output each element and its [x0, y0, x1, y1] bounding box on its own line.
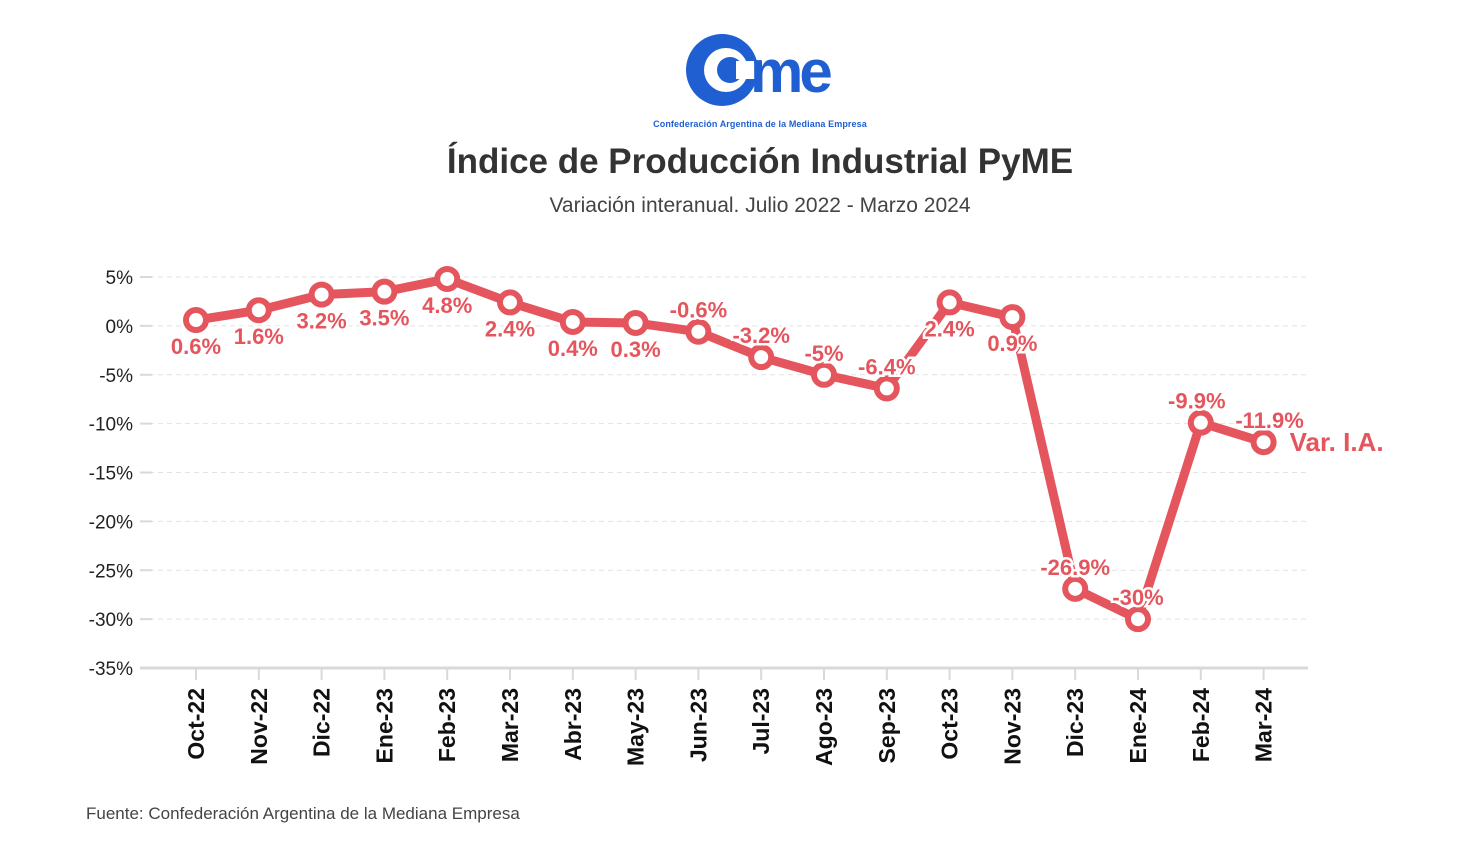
x-tick-label: Oct-22: [183, 688, 209, 760]
data-label: -26.9%: [1040, 555, 1110, 580]
data-point: [1062, 575, 1089, 602]
y-tick-label: 0%: [106, 317, 134, 338]
data-label: 3.2%: [297, 309, 347, 334]
data-point: [371, 278, 398, 305]
y-tick-label: -15%: [89, 464, 133, 485]
y-tick-label: -25%: [89, 561, 133, 582]
data-label: 2.4%: [925, 316, 975, 341]
y-tick-label: -5%: [99, 366, 133, 387]
data-point: [811, 361, 837, 388]
data-point: [685, 318, 712, 345]
x-tick-label: Sep-23: [874, 688, 900, 763]
data-label: 0.3%: [611, 337, 661, 362]
data-point: [559, 308, 586, 335]
data-label: 1.6%: [234, 324, 284, 349]
x-tick-label: Feb-24: [1188, 688, 1214, 762]
data-label: 4.8%: [422, 293, 472, 318]
data-labels: 0.6% 1.6% 3.2% 3.5% 4.8% 2.4% 0.4% 0.3% -0.6%-3.…: [168, 290, 1384, 612]
y-tick-label: -20%: [89, 512, 133, 533]
data-label: 0.9%: [987, 331, 1037, 356]
x-tick-label: Jul-23: [748, 688, 774, 754]
x-tick-label: Jun-23: [685, 688, 711, 762]
y-tick-label: 5%: [106, 268, 134, 289]
x-tick-label: May-23: [623, 688, 649, 766]
data-point: [999, 304, 1026, 331]
x-tick-label: Mar-24: [1251, 688, 1277, 762]
data-label: -11.9%: [1235, 408, 1304, 433]
data-label: -9.9%: [1168, 389, 1225, 414]
data-label: -0.6%: [670, 298, 727, 323]
x-tick-label: Dic-23: [1062, 688, 1088, 757]
data-label: 3.5%: [359, 306, 409, 331]
x-tick-label: Feb-23: [434, 688, 460, 762]
chart-subtitle: Variación interanual. Julio 2022 - Marzo…: [549, 194, 971, 217]
cme-logo: me: [686, 34, 835, 106]
data-point: [308, 281, 335, 308]
data-label: -30%: [1112, 585, 1163, 610]
y-axis-ticks: 5% 0% -5% -10% -15% -20% -25% -30% -35%: [89, 268, 133, 680]
data-label: -5%: [804, 341, 843, 366]
data-point: [245, 297, 272, 324]
data-label: 0.6%: [171, 334, 221, 359]
x-tick-label: Dic-22: [309, 688, 335, 757]
x-tick-label: Ene-23: [371, 688, 397, 763]
data-point: [497, 289, 523, 316]
data-point: [748, 344, 775, 371]
data-point: [622, 309, 649, 336]
data-label: -6.4%: [858, 354, 915, 379]
data-point: [1125, 606, 1151, 633]
data-point: [873, 375, 900, 402]
series-name-label: Var. I.A.: [1290, 427, 1384, 457]
x-tick-label: Oct-23: [937, 688, 963, 760]
x-tick-label: Nov-22: [246, 688, 272, 765]
data-point: [1187, 409, 1214, 436]
x-tick-label: Ene-24: [1125, 688, 1151, 764]
y-tick-label: -30%: [89, 610, 133, 631]
data-point: [936, 289, 963, 316]
data-label: -3.2%: [732, 323, 789, 348]
y-tick-label: -35%: [89, 659, 133, 680]
svg-text:me: me: [750, 38, 831, 105]
data-point: [183, 307, 209, 334]
data-label: 2.4%: [485, 316, 535, 341]
series-var-ia: [183, 265, 1277, 633]
x-tick-label: Abr-23: [560, 688, 586, 761]
data-point: [1250, 429, 1277, 456]
grid-lines: [140, 276, 1308, 669]
data-label: 0.4%: [548, 336, 598, 361]
source-note: Fuente: Confederación Argentina de la Me…: [86, 804, 520, 823]
x-axis-ticks: Oct-22 Nov-22 Dic-22 Ene-23 Feb-23 Mar-23 Abr-…: [183, 668, 1277, 766]
y-tick-label: -10%: [89, 415, 133, 436]
x-tick-label: Mar-23: [497, 688, 523, 762]
logo-caption: Confederación Argentina de la Mediana Em…: [653, 119, 867, 129]
chart-title: Índice de Producción Industrial PyME: [446, 142, 1074, 181]
x-tick-label: Ago-23: [811, 688, 837, 766]
x-tick-label: Nov-23: [999, 688, 1025, 765]
data-point: [434, 265, 461, 292]
